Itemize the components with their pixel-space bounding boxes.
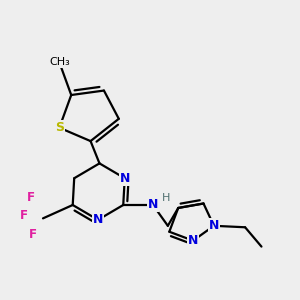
Text: F: F [27,191,35,204]
Text: N: N [209,219,219,232]
Text: H: H [162,193,170,202]
Text: N: N [93,213,103,226]
Text: N: N [188,234,198,247]
Text: F: F [28,228,37,241]
Text: S: S [55,121,64,134]
Text: N: N [119,172,130,185]
Text: CH₃: CH₃ [49,57,70,67]
Text: N: N [148,199,158,212]
Text: F: F [20,209,28,222]
